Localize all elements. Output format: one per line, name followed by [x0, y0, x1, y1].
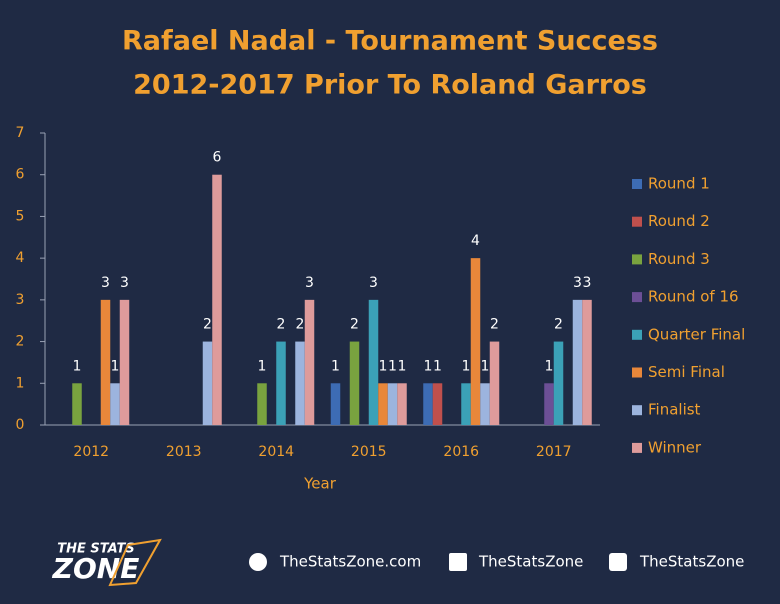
bar [470, 258, 481, 425]
value-label: 1 [424, 358, 433, 374]
value-label: 1 [545, 358, 554, 374]
bar [461, 383, 471, 425]
legend-label: Finalist [648, 401, 701, 419]
bar [304, 299, 315, 425]
y-tick-label: 2 [16, 334, 25, 350]
value-label: 1 [111, 358, 120, 374]
bar [276, 341, 286, 425]
twitter-icon [609, 553, 627, 571]
legend-label: Winner [648, 438, 702, 456]
bar [119, 299, 130, 425]
logo-swoosh [108, 538, 162, 587]
value-label: 3 [101, 275, 110, 291]
bar [330, 383, 341, 425]
bar [544, 383, 554, 425]
bar [489, 341, 500, 425]
bar [257, 383, 267, 425]
value-label: 1 [481, 358, 490, 374]
y-tick-label: 1 [16, 375, 25, 391]
x-tick-label: 2017 [536, 444, 572, 460]
logo-bottom: ZONE [52, 552, 140, 585]
bar [553, 341, 564, 425]
facebook-icon [449, 553, 467, 571]
value-label: 1 [398, 358, 407, 374]
chart-subtitle: 2012-2017 Prior To Roland Garros [133, 70, 647, 101]
y-tick-label: 3 [16, 292, 25, 308]
value-label: 2 [490, 317, 499, 333]
legend-swatch [632, 216, 642, 227]
value-label: 1 [433, 358, 442, 374]
logo-top: THE STATS [57, 542, 134, 557]
x-tick-label: 2012 [73, 444, 109, 460]
value-label: 1 [379, 358, 388, 374]
bar [72, 383, 82, 425]
bar [387, 383, 398, 425]
bar [423, 383, 433, 425]
bar [432, 383, 443, 425]
legend-swatch [632, 329, 642, 340]
twitter[interactable]: TheStatsZone [639, 553, 744, 571]
value-label: 3 [305, 275, 314, 291]
bar [110, 383, 120, 425]
y-tick-label: 7 [16, 125, 25, 141]
legend-swatch [632, 405, 642, 416]
value-label: 3 [120, 275, 129, 291]
value-label: 3 [369, 275, 378, 291]
x-tick-label: 2015 [351, 444, 387, 460]
legend-swatch [632, 442, 642, 453]
x-tick-label: 2014 [258, 444, 294, 460]
legend-swatch [632, 179, 642, 189]
x-axis-label: Year [303, 475, 337, 493]
legend-label: Round 3 [648, 250, 710, 268]
value-label: 1 [388, 358, 397, 374]
legend-swatch [632, 292, 642, 303]
y-tick-label: 6 [16, 167, 25, 183]
value-label: 3 [573, 275, 582, 291]
bar [397, 383, 407, 425]
x-tick-label: 2016 [443, 444, 479, 460]
value-label: 2 [296, 317, 305, 333]
website[interactable]: TheStatsZone.com [279, 553, 421, 571]
chart-title: Rafael Nadal - Tournament Success [122, 26, 658, 57]
bar [368, 299, 379, 425]
bar [582, 299, 592, 425]
y-tick-label: 5 [16, 208, 25, 224]
y-tick-label: 4 [16, 250, 25, 266]
footer: THE STATS ZONE TheStatsZone.com TheStats… [52, 538, 744, 587]
y-tick-label: 0 [16, 417, 25, 433]
bar [202, 341, 213, 425]
legend-swatch [632, 367, 642, 378]
value-label: 1 [462, 358, 471, 374]
value-label: 3 [583, 275, 592, 291]
bar [100, 299, 111, 425]
legend-label: Semi Final [648, 363, 725, 381]
bar [212, 174, 222, 425]
legend-label: Round of 16 [648, 288, 739, 306]
bar [349, 341, 360, 425]
globe-icon [249, 553, 267, 571]
value-label: 1 [258, 358, 267, 374]
bar [572, 299, 583, 425]
value-label: 2 [203, 317, 212, 333]
value-label: 2 [277, 317, 286, 333]
value-label: 1 [73, 358, 82, 374]
bar [480, 383, 490, 425]
legend-label: Round 1 [648, 175, 710, 193]
legend-swatch [632, 254, 642, 265]
value-label: 6 [213, 150, 222, 166]
value-label: 4 [471, 233, 480, 249]
legend-label: Round 2 [648, 212, 710, 230]
value-label: 2 [554, 317, 563, 333]
facebook[interactable]: TheStatsZone [478, 553, 583, 571]
x-tick-label: 2013 [166, 444, 202, 460]
value-label: 2 [350, 317, 359, 333]
bar [378, 383, 388, 425]
legend-label: Quarter Final [648, 325, 745, 343]
value-label: 1 [331, 358, 340, 374]
bar [295, 341, 305, 425]
